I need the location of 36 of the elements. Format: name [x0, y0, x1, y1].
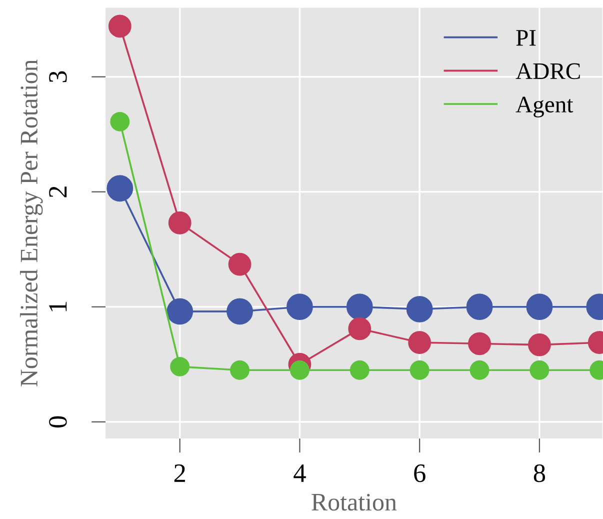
x-tick-label: 2 [174, 464, 185, 482]
point [226, 298, 253, 325]
x-tick-label: 6 [414, 464, 426, 482]
y-axis-title: Normalized Energy Per Rotation [20, 60, 43, 386]
point [108, 14, 132, 38]
point [228, 252, 252, 276]
point [346, 294, 373, 320]
legend-label: PI [516, 30, 536, 46]
x-tick-label: 4 [294, 464, 306, 482]
legend-label: ADRC [516, 63, 580, 80]
point [468, 332, 491, 356]
legend-label: Agent [516, 96, 574, 118]
point [290, 360, 310, 380]
y-tick-label: 2 [49, 186, 67, 198]
point [408, 331, 432, 354]
point [166, 298, 194, 325]
x-axis-title: Rotation [312, 494, 397, 511]
point [230, 360, 250, 380]
point [170, 356, 190, 376]
point [530, 360, 550, 380]
point [110, 112, 130, 132]
y-tick-label: 0 [49, 416, 67, 428]
point [106, 175, 134, 202]
point [348, 317, 372, 340]
point [286, 294, 313, 320]
point [526, 294, 553, 320]
point [406, 296, 433, 322]
point [470, 360, 490, 380]
point [168, 211, 192, 234]
point [466, 294, 493, 320]
y-tick-label: 1 [49, 302, 67, 312]
point [350, 360, 370, 380]
point [528, 333, 551, 356]
y-tick-label: 3 [49, 71, 67, 82]
x-tick-label: 8 [534, 464, 546, 482]
point [410, 360, 430, 380]
